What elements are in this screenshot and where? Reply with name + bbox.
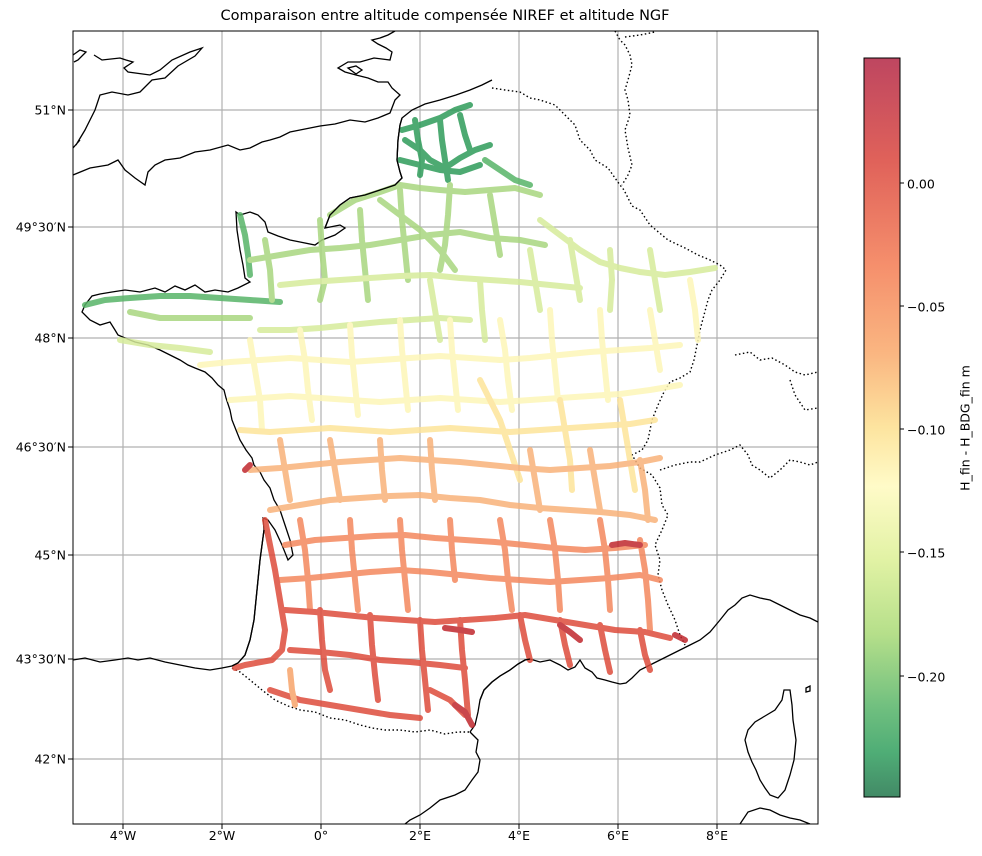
x-tick-label: 8°E	[705, 828, 729, 843]
y-tick-label: 42°N	[34, 751, 66, 767]
colorbar-tick-label: −0.05	[907, 299, 946, 315]
chart-title: Comparaison entre altitude compensée NIR…	[220, 8, 670, 24]
colorbar-tick-label: 0.00	[907, 176, 935, 192]
colorbar-tick-label: −0.15	[907, 545, 946, 561]
coastline-overlay	[231, 117, 531, 701]
y-tick-label: 45°N	[34, 547, 66, 563]
colorbar	[863, 57, 901, 798]
levelling-lines	[82, 102, 718, 728]
coastline-corsica	[739, 684, 811, 824]
y-tick-label: 46°30′N	[15, 439, 66, 455]
y-tick-label: 48°N	[34, 330, 66, 346]
x-tick-label: 0°	[313, 828, 329, 843]
colorbar-ticks	[900, 182, 904, 677]
colorbar-tick-label: −0.10	[907, 422, 946, 438]
x-tick-label: 2°E	[408, 828, 432, 843]
colorbar-tick-label: −0.20	[907, 669, 946, 685]
colorbar-label: H_fin - H_BDG_fin m	[957, 365, 973, 491]
plot-frame	[72, 30, 819, 825]
x-tick-label: 4°W	[109, 828, 137, 843]
x-tick-label: 6°E	[606, 828, 630, 843]
x-tick-label: 2°W	[208, 828, 236, 843]
y-tick-label: 51°N	[34, 102, 66, 118]
country-borders	[231, 31, 818, 735]
axis-ticks	[68, 109, 718, 829]
y-tick-label: 43°30′N	[15, 651, 66, 667]
coastline-england	[73, 31, 401, 187]
y-tick-label: 49°30′N	[15, 219, 66, 235]
x-tick-label: 4°E	[507, 828, 531, 843]
